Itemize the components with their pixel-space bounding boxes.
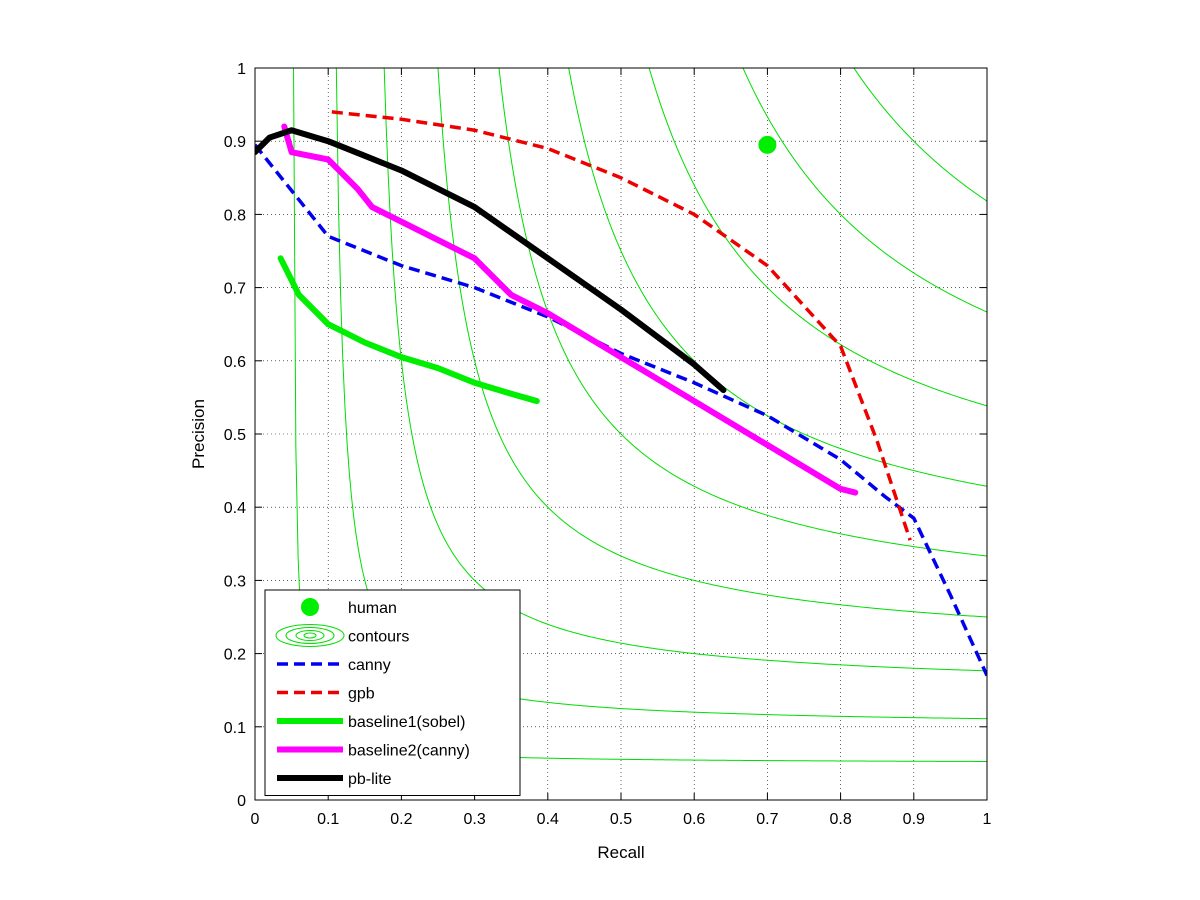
x-tick-label: 0.3 <box>463 811 485 828</box>
legend-swatch-contours <box>295 630 325 641</box>
canny-line <box>255 143 987 677</box>
baseline2-canny-line <box>281 123 859 496</box>
legend-label-contours: contours <box>348 629 409 646</box>
x-tick-label: 0.7 <box>756 811 778 828</box>
x-tick-label: 0.6 <box>683 811 705 828</box>
y-tick-label: 0.2 <box>224 647 246 664</box>
legend-swatch-human <box>301 598 319 616</box>
y-axis-label: Precision <box>189 399 208 469</box>
x-tick-label: 1 <box>983 811 992 828</box>
y-tick-label: 1 <box>237 61 246 78</box>
human-point <box>758 135 777 154</box>
contour-line <box>498 68 987 557</box>
pb-lite-line <box>255 127 727 394</box>
x-tick-label: 0.2 <box>390 811 412 828</box>
x-tick-label: 0.9 <box>903 811 925 828</box>
y-tick-label: 0.1 <box>224 720 246 737</box>
contour-line <box>648 68 987 407</box>
legend-swatch-contours <box>303 632 317 639</box>
x-tick-label: 0.1 <box>317 811 339 828</box>
y-tick-label: 0.8 <box>224 207 246 224</box>
y-tick-label: 0.3 <box>224 573 246 590</box>
y-tick-label: 0 <box>237 793 246 810</box>
baseline1-sobel-line <box>277 255 540 405</box>
legend: human contours canny gpb baseline1(sobel) bas… <box>264 589 521 796</box>
gpb-line <box>331 110 912 541</box>
legend-label-baseline2-canny: baseline2(canny) <box>348 743 470 760</box>
legend-swatch-contours <box>285 627 335 644</box>
y-tick-label: 0.6 <box>224 354 246 371</box>
x-tick-label: 0.4 <box>537 811 559 828</box>
x-tick-label: 0.8 <box>829 811 851 828</box>
legend-label-baseline1-sobel: baseline1(sobel) <box>348 714 465 731</box>
y-tick-label: 0.5 <box>224 427 246 444</box>
contour-line <box>742 68 987 313</box>
y-tick-label: 0.7 <box>224 281 246 298</box>
legend-label-canny: canny <box>348 657 391 674</box>
legend-label-pb-lite: pb-lite <box>348 771 392 788</box>
y-tick-label: 0.4 <box>224 500 246 517</box>
x-tick-label: 0 <box>251 811 260 828</box>
x-axis-label: Recall <box>597 843 644 862</box>
legend-swatch-contours <box>275 624 345 647</box>
legend-label-human: human <box>348 600 397 617</box>
contour-line <box>853 68 987 202</box>
series-layer <box>255 110 987 677</box>
legend-label-gpb: gpb <box>348 686 375 703</box>
y-tick-label: 0.9 <box>224 134 246 151</box>
contour-line <box>437 68 987 618</box>
x-tick-label: 0.5 <box>610 811 632 828</box>
tick-layer: 0 0.1 0.2 0.3 0.4 0.5 0.6 0.7 0.8 0.9 1 0 0.1 0.2 0.3 0… <box>224 61 992 828</box>
